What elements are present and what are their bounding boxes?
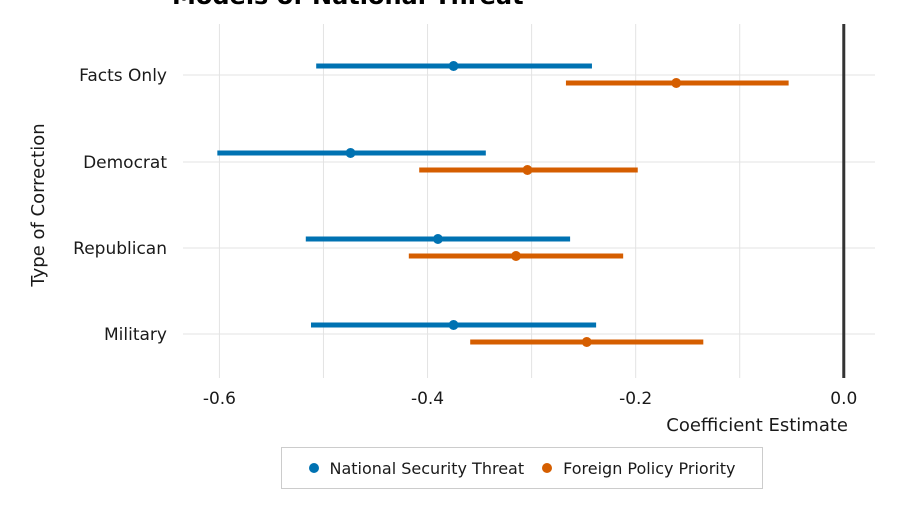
legend-marker-foreign-policy: [542, 463, 553, 473]
point-estimate-national-security: [448, 61, 459, 71]
point-estimate-national-security: [448, 320, 459, 330]
legend-item-foreign-policy: Foreign Policy Priority: [542, 459, 735, 478]
legend-marker-national-security: [308, 463, 319, 473]
legend: National Security Threat Foreign Policy …: [281, 447, 763, 489]
y-tick-label: Facts Only: [79, 66, 167, 86]
y-tick-label: Republican: [73, 239, 167, 259]
x-tick-label: -0.6: [203, 389, 236, 409]
x-tick-label: -0.4: [411, 389, 444, 409]
legend-label-national-security: National Security Threat: [329, 458, 525, 478]
y-axis-label: Type of Correction: [28, 123, 49, 287]
x-tick-label: 0.0: [830, 389, 857, 409]
x-tick-labels: -0.6 -0.4 -0.2 0.0: [203, 389, 857, 409]
x-axis-label: Coefficient Estimate: [666, 415, 848, 436]
chart-title: Models of National Threat: [172, 0, 524, 10]
data-marks: [217, 61, 789, 347]
point-estimate-national-security: [345, 148, 356, 158]
y-tick-labels: Facts Only Democrat Republican Military: [73, 66, 167, 345]
point-estimate-foreign-policy: [522, 165, 533, 175]
point-estimate-foreign-policy: [581, 337, 592, 347]
point-estimate-foreign-policy: [671, 78, 682, 88]
point-estimate-foreign-policy: [510, 251, 521, 261]
point-estimate-national-security: [432, 234, 443, 244]
legend-item-national-security: National Security Threat: [308, 458, 525, 478]
y-tick-label: Military: [104, 325, 167, 345]
legend-label-foreign-policy: Foreign Policy Priority: [563, 458, 736, 478]
x-tick-label: -0.2: [619, 389, 652, 409]
y-tick-label: Democrat: [83, 153, 167, 173]
